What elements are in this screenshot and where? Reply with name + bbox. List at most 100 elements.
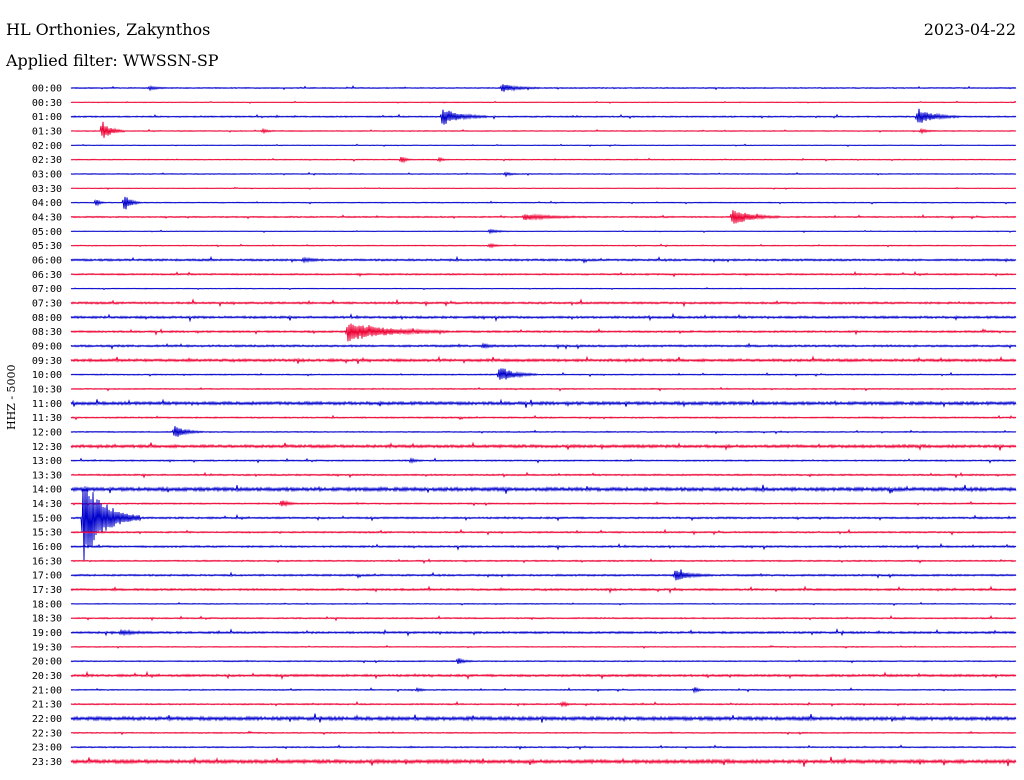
row-time-label: 13:30 — [32, 470, 62, 481]
trace-line — [70, 585, 1017, 594]
row-time-label: 00:30 — [32, 98, 62, 109]
station-title: HL Orthonies, Zakynthos — [6, 20, 211, 39]
trace-line — [70, 242, 1017, 249]
row-time-label: 09:00 — [32, 341, 62, 352]
row-time-label: 04:00 — [32, 198, 62, 209]
trace-line — [70, 196, 1017, 210]
trace-line — [70, 756, 1017, 767]
row-time-label: 08:00 — [32, 313, 62, 324]
row-time-label: 13:00 — [32, 456, 62, 467]
row-time-label: 11:30 — [32, 413, 62, 424]
row-time-label: 22:30 — [32, 728, 62, 739]
row-time-label: 14:00 — [32, 485, 62, 496]
row-time-label: 15:00 — [32, 513, 62, 524]
filter-label: Applied filter: WWSSN-SP — [6, 51, 219, 70]
trace-line — [70, 528, 1017, 536]
row-time-label: 06:30 — [32, 270, 62, 281]
row-time-label: 16:00 — [32, 542, 62, 553]
row-time-label: 07:30 — [32, 298, 62, 309]
trace-line — [70, 730, 1017, 736]
date-label: 2023-04-22 — [923, 20, 1016, 39]
trace-line — [70, 558, 1017, 564]
row-time-label: 05:00 — [32, 227, 62, 238]
trace-line — [70, 500, 1017, 508]
trace-line — [70, 368, 1017, 380]
row-time-label: 07:00 — [32, 284, 62, 295]
row-time-label: 02:30 — [32, 155, 62, 166]
trace-line — [70, 627, 1017, 637]
trace-line — [70, 156, 1017, 164]
trace-line — [70, 486, 1017, 561]
row-time-label: 16:30 — [32, 556, 62, 567]
trace-line — [70, 287, 1017, 291]
trace-line — [70, 143, 1017, 147]
trace-line — [70, 414, 1017, 421]
trace-line — [70, 484, 1017, 494]
trace-line — [70, 744, 1017, 751]
trace-line — [70, 84, 1017, 92]
row-time-label: 14:30 — [32, 499, 62, 510]
row-time-label: 19:30 — [32, 642, 62, 653]
trace-line — [70, 121, 1017, 138]
row-time-label: 03:00 — [32, 169, 62, 180]
trace-line — [70, 457, 1017, 464]
row-time-label: 18:00 — [32, 599, 62, 610]
trace-line — [70, 210, 1017, 224]
trace-line — [70, 644, 1017, 649]
trace-line — [70, 342, 1017, 350]
trace-line — [70, 569, 1017, 581]
trace-line — [70, 614, 1017, 622]
row-time-label: 11:00 — [32, 399, 62, 410]
trace-line — [70, 323, 1017, 342]
row-time-label: 21:30 — [32, 700, 62, 711]
row-time-label: 09:30 — [32, 356, 62, 367]
row-time-label: 23:00 — [32, 743, 62, 754]
row-time-label: 02:00 — [32, 141, 62, 152]
row-time-label: 05:30 — [32, 241, 62, 252]
row-time-label: 12:30 — [32, 442, 62, 453]
row-time-label: 20:30 — [32, 671, 62, 682]
trace-line — [70, 171, 1017, 178]
row-time-label: 15:30 — [32, 528, 62, 539]
row-time-label: 19:00 — [32, 628, 62, 639]
row-time-label: 17:30 — [32, 585, 62, 596]
row-time-label: 12:00 — [32, 427, 62, 438]
trace-line — [70, 441, 1017, 452]
trace-line — [70, 601, 1017, 607]
trace-line — [70, 398, 1017, 408]
row-time-label: 06:00 — [32, 255, 62, 266]
trace-line — [70, 270, 1017, 278]
row-time-label: 08:30 — [32, 327, 62, 338]
trace-line — [70, 255, 1017, 264]
trace-line — [70, 228, 1017, 235]
row-time-label: 10:30 — [32, 384, 62, 395]
trace-line — [70, 186, 1017, 190]
trace-line — [70, 542, 1017, 551]
trace-line — [70, 670, 1017, 681]
row-time-label: 18:30 — [32, 614, 62, 625]
trace-line — [70, 312, 1017, 323]
trace-line — [70, 686, 1017, 694]
row-time-label: 03:30 — [32, 184, 62, 195]
trace-line — [70, 426, 1017, 437]
row-time-label: 23:30 — [32, 757, 62, 768]
trace-line — [70, 100, 1017, 104]
row-time-label: 04:30 — [32, 212, 62, 223]
trace-line — [70, 298, 1017, 308]
trace-line — [70, 700, 1017, 708]
row-time-label: 21:00 — [32, 685, 62, 696]
row-time-label: 17:00 — [32, 571, 62, 582]
row-time-label: 01:00 — [32, 112, 62, 123]
row-time-label: 01:30 — [32, 126, 62, 137]
trace-line — [70, 471, 1017, 479]
row-time-label: 10:00 — [32, 370, 62, 381]
trace-line — [70, 386, 1017, 392]
trace-line — [70, 657, 1017, 665]
row-time-label: 20:00 — [32, 657, 62, 668]
row-time-label: 00:00 — [32, 84, 62, 95]
trace-line — [70, 355, 1017, 365]
trace-line — [70, 108, 1017, 125]
trace-line — [70, 713, 1017, 723]
row-time-label: 22:00 — [32, 714, 62, 725]
